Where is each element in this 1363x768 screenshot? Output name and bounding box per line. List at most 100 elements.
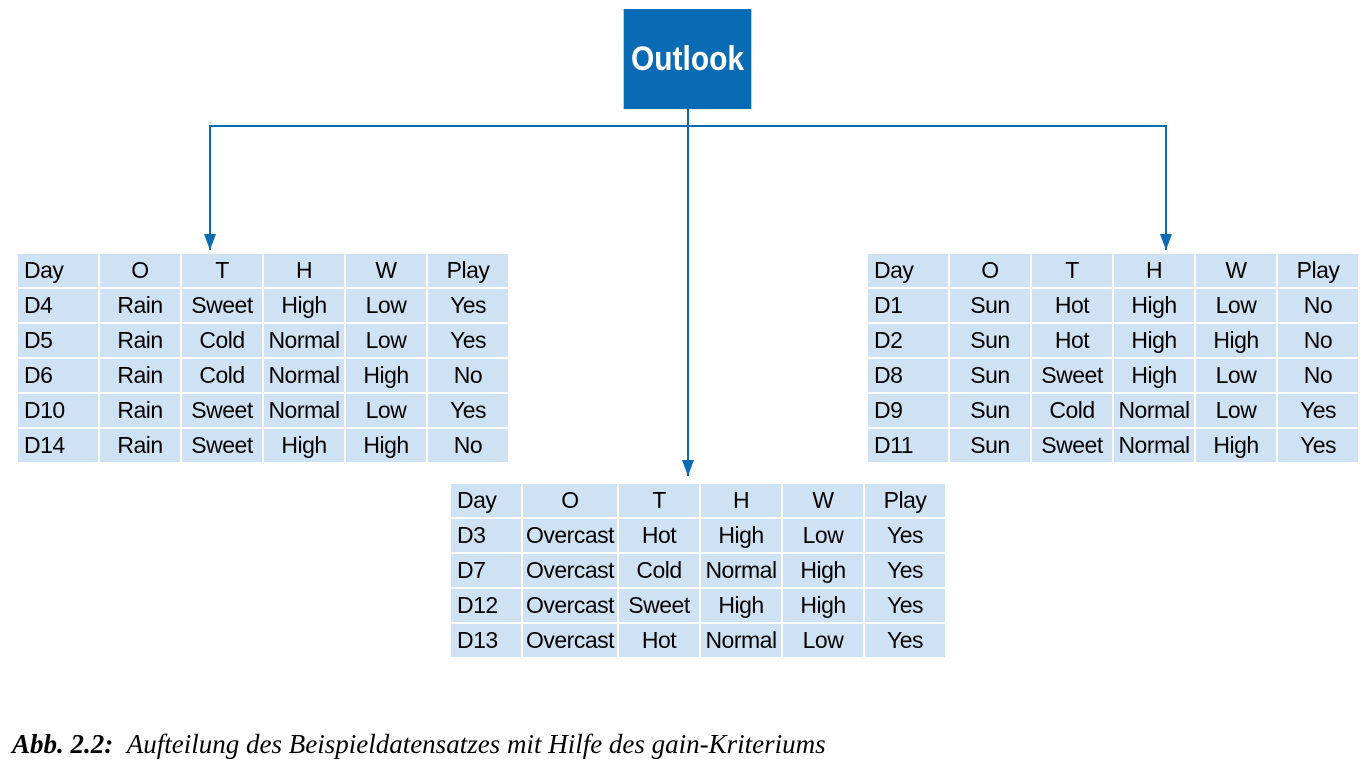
table-cell: Sweet bbox=[1032, 359, 1112, 392]
table-cell: Sun bbox=[950, 429, 1030, 462]
table-cell: No bbox=[1278, 359, 1358, 392]
table-cell: D4 bbox=[18, 289, 98, 322]
table-cell: Day bbox=[18, 254, 98, 287]
caption-label: Abb. 2.2: bbox=[12, 729, 114, 759]
arrowhead-left bbox=[204, 234, 216, 250]
table-cell: D12 bbox=[451, 589, 521, 622]
table-cell: D3 bbox=[451, 519, 521, 552]
table-cell: D14 bbox=[18, 429, 98, 462]
table-header-row: Day O T H W Play bbox=[18, 254, 508, 287]
table-cell: High bbox=[701, 589, 781, 622]
table-cell: Normal bbox=[264, 394, 344, 427]
table-row: D5 Rain Cold Normal Low Yes bbox=[18, 324, 508, 357]
table-cell: Cold bbox=[619, 554, 699, 587]
table-cell: High bbox=[1114, 289, 1194, 322]
table-cell: Yes bbox=[1278, 394, 1358, 427]
table-cell: Sweet bbox=[182, 394, 262, 427]
table-cell: High bbox=[346, 429, 426, 462]
table-cell: T bbox=[182, 254, 262, 287]
table-cell: Cold bbox=[1032, 394, 1112, 427]
table-cell: Yes bbox=[865, 624, 945, 657]
table-cell: Yes bbox=[865, 554, 945, 587]
table-cell: Normal bbox=[264, 324, 344, 357]
table-cell: High bbox=[264, 429, 344, 462]
table-cell: Sweet bbox=[182, 289, 262, 322]
table-cell: O bbox=[100, 254, 180, 287]
table-cell: High bbox=[1114, 359, 1194, 392]
table-cell: No bbox=[1278, 324, 1358, 357]
caption-text: Aufteilung des Beispieldatensatzes mit H… bbox=[126, 729, 826, 759]
table-cell: Hot bbox=[619, 624, 699, 657]
table-row: D13 Overcast Hot Normal Low Yes bbox=[451, 624, 945, 657]
table-cell: Low bbox=[1196, 359, 1276, 392]
table-row: D11 Sun Sweet Normal High Yes bbox=[868, 429, 1358, 462]
table-cell: Sun bbox=[950, 359, 1030, 392]
table-row: D14 Rain Sweet High High No bbox=[18, 429, 508, 462]
table-cell: Overcast bbox=[523, 519, 617, 552]
table-row: D1 Sun Hot High Low No bbox=[868, 289, 1358, 322]
table-cell: Low bbox=[346, 324, 426, 357]
table-cell: Low bbox=[783, 519, 863, 552]
table-cell: Overcast bbox=[523, 589, 617, 622]
table-cell: H bbox=[264, 254, 344, 287]
table-cell: D7 bbox=[451, 554, 521, 587]
table-cell: D8 bbox=[868, 359, 948, 392]
table-cell: Cold bbox=[182, 324, 262, 357]
table-cell: Low bbox=[1196, 289, 1276, 322]
table-cell: High bbox=[701, 519, 781, 552]
table-cell: Yes bbox=[865, 589, 945, 622]
table-cell: Hot bbox=[619, 519, 699, 552]
table-cell: D2 bbox=[868, 324, 948, 357]
table-cell: Yes bbox=[865, 519, 945, 552]
table-cell: High bbox=[783, 554, 863, 587]
table-cell: D5 bbox=[18, 324, 98, 357]
table-cell: Rain bbox=[100, 394, 180, 427]
table-sun: Day O T H W Play D1 Sun Hot High Low No D2 Sun Hot High… bbox=[866, 252, 1360, 464]
table-cell: No bbox=[1278, 289, 1358, 322]
table-cell: H bbox=[701, 484, 781, 517]
table-cell: D6 bbox=[18, 359, 98, 392]
table-cell: Cold bbox=[182, 359, 262, 392]
table-cell: Rain bbox=[100, 359, 180, 392]
table-row: D12 Overcast Sweet High High Yes bbox=[451, 589, 945, 622]
table-header-row: Day O T H W Play bbox=[451, 484, 945, 517]
table-cell: Normal bbox=[1114, 429, 1194, 462]
table-cell: Hot bbox=[1032, 289, 1112, 322]
table-cell: D10 bbox=[18, 394, 98, 427]
table-cell: High bbox=[264, 289, 344, 322]
table-cell: Low bbox=[783, 624, 863, 657]
edge-left bbox=[209, 109, 689, 250]
table-cell: High bbox=[346, 359, 426, 392]
table-cell: Day bbox=[451, 484, 521, 517]
table-cell: Sweet bbox=[619, 589, 699, 622]
table-row: D2 Sun Hot High High No bbox=[868, 324, 1358, 357]
table-cell: Normal bbox=[701, 624, 781, 657]
arrowhead-right bbox=[1160, 234, 1172, 250]
table-cell: Rain bbox=[100, 289, 180, 322]
table-rain: Day O T H W Play D4 Rain Sweet High Low Yes D5 Rain Co… bbox=[16, 252, 510, 464]
table-cell: O bbox=[523, 484, 617, 517]
table-cell: Hot bbox=[1032, 324, 1112, 357]
table-row: D7 Overcast Cold Normal High Yes bbox=[451, 554, 945, 587]
table-cell: H bbox=[1114, 254, 1194, 287]
arrowhead-middle bbox=[682, 460, 694, 476]
table-cell: T bbox=[619, 484, 699, 517]
table-sun-body: Day O T H W Play D1 Sun Hot High Low No D2 Sun Hot High… bbox=[868, 254, 1358, 462]
table-cell: Overcast bbox=[523, 624, 617, 657]
table-cell: Yes bbox=[1278, 429, 1358, 462]
table-overcast: Day O T H W Play D3 Overcast Hot High Low Yes D7 Over… bbox=[449, 482, 947, 659]
root-node-outlook: Outlook bbox=[623, 9, 752, 109]
table-cell: Low bbox=[346, 289, 426, 322]
table-cell: Rain bbox=[100, 429, 180, 462]
table-cell: Rain bbox=[100, 324, 180, 357]
table-rain-body: Day O T H W Play D4 Rain Sweet High Low Yes D5 Rain Co… bbox=[18, 254, 508, 462]
figure-caption: Abb. 2.2: Aufteilung des Beispieldatensa… bbox=[12, 729, 826, 760]
table-cell: Sweet bbox=[1032, 429, 1112, 462]
table-cell: D13 bbox=[451, 624, 521, 657]
table-row: D6 Rain Cold Normal High No bbox=[18, 359, 508, 392]
table-cell: Low bbox=[1196, 394, 1276, 427]
table-cell: Play bbox=[865, 484, 945, 517]
table-cell: Yes bbox=[428, 394, 508, 427]
table-cell: Overcast bbox=[523, 554, 617, 587]
